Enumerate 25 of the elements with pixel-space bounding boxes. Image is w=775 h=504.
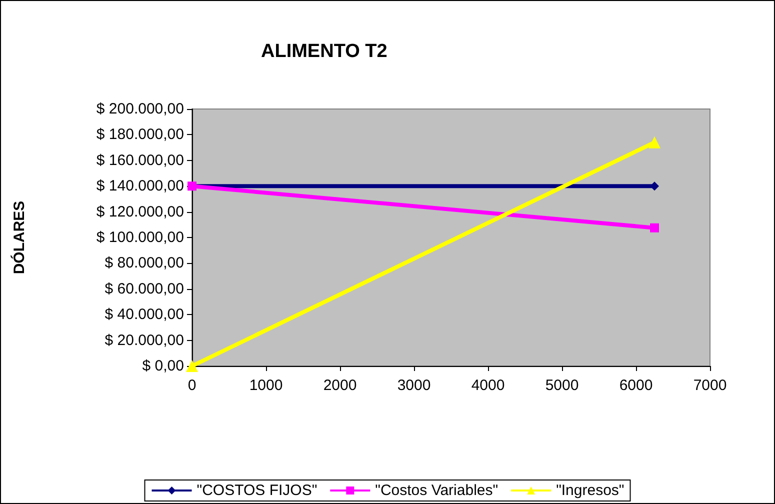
point bbox=[650, 223, 659, 232]
x-tick-label: 7000 bbox=[693, 377, 727, 394]
y-tick-label: $ 120.000,00 bbox=[96, 203, 184, 220]
x-tick-label: 1000 bbox=[249, 377, 283, 394]
y-tick-label: $ 80.000,00 bbox=[104, 254, 184, 272]
y-tick-label: $ 60.000,00 bbox=[104, 280, 184, 298]
chart-title: ALIMENTO T2 bbox=[261, 41, 388, 62]
legend-label: "COSTOS FIJOS" bbox=[196, 482, 318, 499]
x-tick-label: 4000 bbox=[471, 377, 505, 394]
legend-label: "Costos Variables" bbox=[375, 482, 498, 499]
x-tick-label: 0 bbox=[188, 377, 196, 394]
x-tick-label: 3000 bbox=[397, 377, 431, 394]
y-tick-label: $ 20.000,00 bbox=[104, 332, 184, 349]
y-tick-label: $ 140.000,00 bbox=[96, 178, 184, 195]
legend-label: "Ingresos" bbox=[556, 482, 624, 499]
y-axis-title: DÓLARES bbox=[10, 200, 28, 274]
y-tick-label: $ 200.000,00 bbox=[96, 100, 184, 118]
y-tick-label: $ 180.000,00 bbox=[96, 126, 184, 144]
x-tick-label: 2000 bbox=[323, 377, 357, 394]
y-tick-label: $ 100.000,00 bbox=[96, 229, 184, 246]
y-tick-label: $ 40.000,00 bbox=[104, 306, 184, 324]
y-tick-label: $ 0,00 bbox=[142, 358, 184, 374]
y-tick-label: $ 160.000,00 bbox=[96, 152, 184, 169]
x-tick-label: 6000 bbox=[619, 377, 653, 394]
x-tick-label: 5000 bbox=[545, 377, 579, 394]
